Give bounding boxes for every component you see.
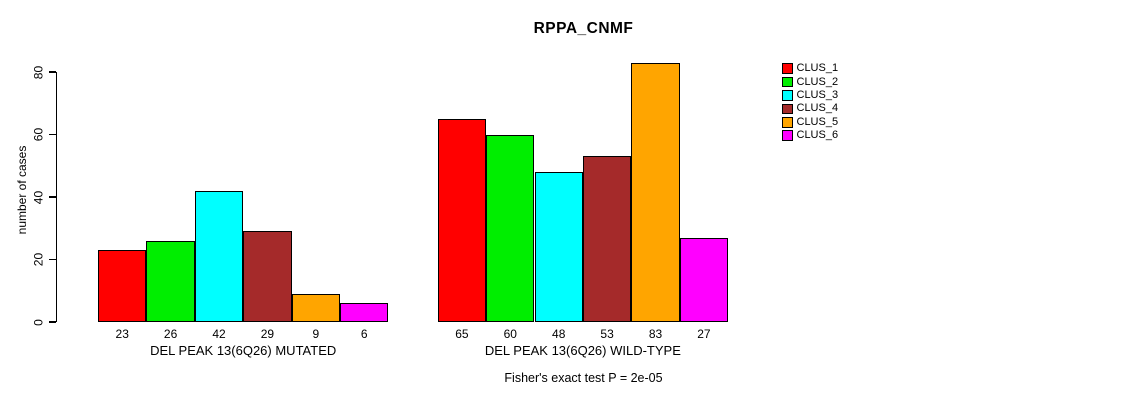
legend-item: CLUS_1 [782,62,838,75]
y-tick [49,258,56,261]
legend-item: CLUS_2 [782,75,838,88]
legend-swatch-icon [782,130,793,141]
y-tick-label: 0 [31,318,46,326]
statistical-test-annotation: Fisher's exact test P = 2e-05 [504,371,663,385]
legend-item: CLUS_6 [782,129,838,142]
legend-label: CLUS_3 [796,88,839,101]
bar-value-label: 83 [648,326,663,341]
bar-clus_1 [98,250,147,322]
legend-swatch-icon [782,117,793,128]
bar-clus_2 [486,134,535,322]
x-group-label: DEL PEAK 13(6Q26) WILD-TYPE [484,343,681,358]
legend: CLUS_1 CLUS_2 CLUS_3 CLUS_4 CLUS_5 CLUS_6 [782,62,838,142]
bar-clus_5 [631,62,680,322]
bar-value-label: 48 [552,326,566,341]
y-axis-line [56,72,58,322]
y-tick [49,196,56,198]
bar-clus_4 [243,231,292,322]
y-tick [49,133,56,136]
bar-clus_4 [582,156,632,322]
bar-clus_5 [291,293,340,322]
y-tick-label: 40 [31,190,46,204]
bar-clus_1 [437,118,487,322]
legend-label: CLUS_5 [796,115,839,128]
y-tick-label: 20 [31,252,46,267]
legend-swatch-icon [782,103,793,115]
bar-value-label: 60 [503,326,517,341]
legend-swatch-icon [782,90,793,101]
legend-item: CLUS_5 [782,116,838,129]
y-tick [49,321,56,323]
bar-value-label: 9 [312,326,320,341]
bar-clus_3 [534,172,583,322]
legend-swatch-icon [782,76,793,88]
bar-value-label: 23 [115,326,129,341]
bar-value-label: 26 [163,326,178,341]
legend-label: CLUS_4 [796,102,839,115]
bar-value-label: 53 [600,326,614,341]
bar-value-label: 27 [697,326,711,341]
x-group-label: DEL PEAK 13(6Q26) MUTATED [150,343,337,358]
y-axis-title: number of cases [15,145,29,235]
legend-label: CLUS_2 [796,75,839,88]
legend-item: CLUS_3 [782,89,838,102]
bar-clus_2 [146,240,195,322]
bar-value-label: 6 [360,326,368,341]
bar-clus_6 [679,237,729,322]
bar-clus_6 [340,303,389,322]
bar-clus_3 [194,190,244,322]
y-tick-label: 80 [31,65,46,79]
legend-swatch-icon [782,63,793,74]
bar-value-label: 29 [260,326,275,341]
legend-label: CLUS_6 [796,129,839,142]
bar-value-label: 65 [455,326,469,341]
y-tick [49,71,56,73]
chart-title: RPPA_CNMF [533,20,634,37]
bar-value-label: 42 [212,326,226,341]
y-tick-label: 60 [31,127,46,142]
legend-label: CLUS_1 [796,62,839,75]
legend-item: CLUS_4 [782,102,838,115]
